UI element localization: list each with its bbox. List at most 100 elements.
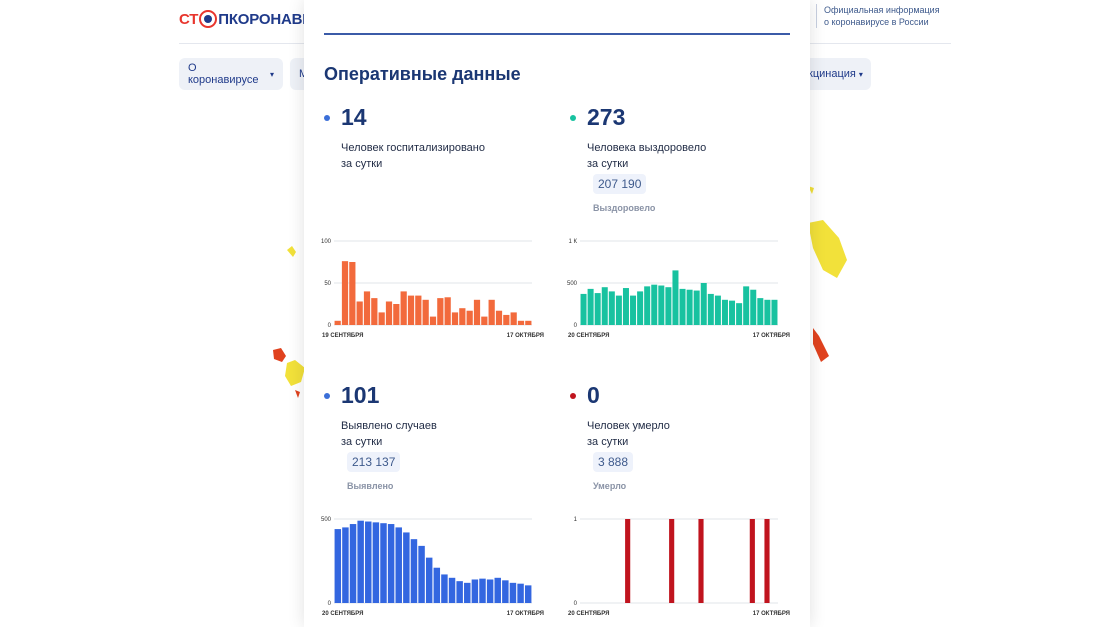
chart-bar[interactable] — [729, 300, 736, 325]
chart-bar[interactable] — [503, 314, 510, 325]
chart-bar[interactable] — [481, 316, 488, 325]
chart-bar[interactable] — [644, 286, 651, 325]
chart-bar[interactable] — [471, 579, 479, 603]
chart-bar[interactable] — [380, 523, 387, 603]
y-tick-label: 0 — [328, 601, 332, 607]
chart-bar[interactable] — [721, 299, 728, 325]
chart-bar[interactable] — [524, 585, 532, 603]
chart-bar[interactable] — [422, 299, 429, 325]
chart-bar[interactable] — [700, 283, 707, 325]
chart-bar[interactable] — [658, 285, 665, 325]
chart-bar[interactable] — [466, 310, 473, 325]
chart-bar[interactable] — [486, 579, 494, 603]
y-tick-label: 1 — [574, 517, 578, 523]
chart-bar[interactable] — [464, 582, 471, 603]
y-tick-label: 1 К — [569, 239, 578, 245]
chart-bar[interactable] — [488, 299, 495, 325]
y-tick-label: 0 — [574, 601, 578, 607]
chart-bar[interactable] — [425, 557, 433, 603]
chart-bar[interactable] — [334, 320, 341, 325]
nav-about-covid[interactable]: О коронавирусе ▾ — [179, 58, 283, 90]
chart-bar[interactable] — [707, 293, 714, 325]
chart-bar[interactable] — [400, 291, 407, 325]
chart-deaths-svg: 1 0 20 СЕНТЯБРЯ 17 ОКТЯБРЯ — [568, 517, 790, 617]
chart-bar[interactable] — [502, 580, 509, 603]
chart-bar[interactable] — [448, 577, 456, 603]
stat-deaths-total-label: Умерло — [593, 481, 627, 491]
chart-bar[interactable] — [378, 312, 385, 325]
chart-bar[interactable] — [433, 567, 441, 603]
chart-bar[interactable] — [749, 519, 755, 603]
chart-bar[interactable] — [459, 308, 466, 325]
chart-bar[interactable] — [714, 295, 721, 325]
chart-bar[interactable] — [385, 301, 393, 325]
chart-bar[interactable] — [698, 519, 704, 603]
chart-bar[interactable] — [456, 581, 463, 603]
chart-bar[interactable] — [395, 527, 402, 603]
chart-bar[interactable] — [757, 298, 764, 325]
chart-bar[interactable] — [371, 298, 378, 325]
chart-bar[interactable] — [342, 527, 349, 603]
chart-bar[interactable] — [517, 320, 525, 325]
chart-bar[interactable] — [665, 287, 672, 325]
nav-vaccination[interactable]: кцинация ▾ — [803, 58, 871, 90]
chart-bar[interactable] — [669, 519, 675, 603]
chart-bar[interactable] — [473, 299, 481, 325]
chart-bar[interactable] — [363, 291, 371, 325]
chart-bar[interactable] — [403, 532, 410, 603]
chart-bar[interactable] — [693, 290, 700, 325]
chart-bar[interactable] — [601, 287, 608, 325]
chart-bar[interactable] — [444, 297, 451, 325]
site-logo[interactable]: СТ ПКОРОНАВИ — [179, 8, 313, 30]
chart-bar[interactable] — [615, 295, 622, 325]
stat-recovered-total: 207 190 — [593, 174, 647, 194]
chart-bar[interactable] — [407, 295, 415, 325]
chart-bar[interactable] — [764, 299, 771, 325]
chart-bar[interactable] — [679, 288, 686, 325]
chart-bar[interactable] — [587, 288, 594, 325]
chart-bar[interactable] — [651, 284, 658, 325]
chart-bar[interactable] — [580, 293, 587, 325]
chart-bar[interactable] — [357, 520, 364, 603]
chart-bar[interactable] — [429, 316, 437, 325]
operational-data-modal: Оперативные данные 14 Человек госпитализ… — [304, 0, 810, 627]
chart-bar[interactable] — [349, 524, 357, 603]
chart-bar[interactable] — [672, 270, 679, 325]
chart-bar[interactable] — [479, 578, 486, 603]
chart-bar[interactable] — [625, 519, 631, 603]
chart-bar[interactable] — [764, 519, 770, 603]
chart-bar[interactable] — [608, 291, 615, 325]
stat-recovered: 273 Человека выздоровело за сутки 207 19… — [570, 104, 800, 224]
chart-bar[interactable] — [365, 521, 372, 603]
chart-bar[interactable] — [517, 583, 524, 603]
chart-bar[interactable] — [341, 261, 349, 325]
chart-bar[interactable] — [441, 574, 448, 603]
chart-bar[interactable] — [356, 301, 363, 325]
chart-bar[interactable] — [509, 582, 517, 603]
chart-bar[interactable] — [771, 299, 778, 325]
chart-bar[interactable] — [349, 262, 356, 325]
chart-bar[interactable] — [334, 529, 342, 603]
chart-bar[interactable] — [372, 522, 380, 603]
chart-bar[interactable] — [750, 289, 757, 325]
chart-bar[interactable] — [495, 310, 503, 325]
chart-bar[interactable] — [410, 539, 418, 603]
chart-bar[interactable] — [525, 320, 532, 325]
chart-bar[interactable] — [630, 295, 637, 325]
chart-bar[interactable] — [743, 286, 750, 325]
chart-bar[interactable] — [451, 312, 459, 325]
logo-text-right: ПКОРОНАВИ — [218, 10, 313, 28]
chart-bar[interactable] — [594, 293, 601, 325]
chart-bar[interactable] — [637, 291, 644, 325]
chart-bar[interactable] — [736, 303, 743, 325]
chart-bar[interactable] — [494, 577, 501, 603]
chart-bar[interactable] — [510, 312, 517, 325]
chart-bar[interactable] — [393, 304, 400, 325]
chart-bar[interactable] — [418, 545, 425, 603]
chart-bar[interactable] — [686, 289, 693, 325]
chart-bar[interactable] — [387, 524, 395, 603]
chart-bar[interactable] — [437, 298, 444, 325]
chart-bar[interactable] — [415, 295, 422, 325]
logo-text-left: СТ — [179, 10, 199, 28]
chart-bar[interactable] — [622, 288, 629, 325]
